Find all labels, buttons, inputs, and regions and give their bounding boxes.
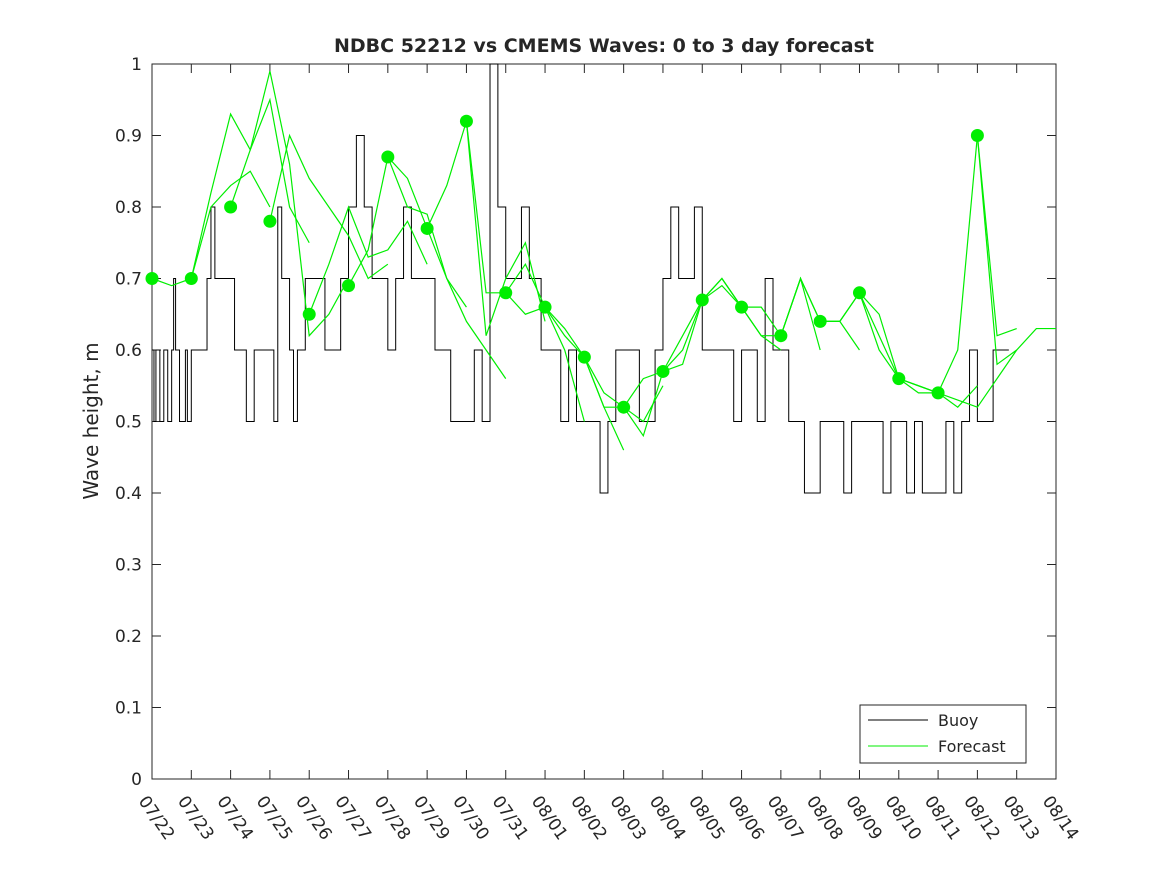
- forecast-series-line: [583, 299, 703, 409]
- forecast-series-line: [387, 156, 507, 379]
- forecast-marker: [459, 114, 473, 128]
- forecast-series-line: [426, 121, 546, 336]
- y-tick-label: 0.9: [115, 127, 142, 147]
- legend: Buoy Forecast: [859, 704, 1027, 764]
- y-tick-label: 0.7: [115, 270, 142, 290]
- y-tick-label: 0.5: [115, 413, 142, 433]
- y-tick-label: 0.8: [115, 198, 142, 218]
- forecast-marker: [617, 400, 631, 414]
- forecast-series-line: [859, 292, 978, 409]
- y-tick-label: 1: [131, 55, 142, 75]
- legend-label-forecast: Forecast: [938, 737, 1006, 756]
- forecast-marker: [145, 272, 159, 285]
- forecast-marker: [735, 300, 749, 314]
- forecast-series-line: [465, 121, 585, 422]
- forecast-marker: [852, 286, 866, 300]
- forecast-series-line: [976, 135, 1056, 366]
- forecast-marker: [499, 286, 513, 300]
- forecast-marker: [263, 214, 277, 228]
- y-tick-label: 0.3: [115, 556, 142, 576]
- forecast-series-line: [898, 135, 1017, 394]
- y-tick-label: 0: [131, 770, 142, 790]
- forecast-marker: [577, 350, 591, 364]
- chart-title: NDBC 52212 vs CMEMS Waves: 0 to 3 day fo…: [334, 35, 874, 57]
- plot-lines: [145, 63, 1056, 494]
- y-axis-label: Wave height, m: [79, 342, 103, 499]
- legend-box: [859, 704, 1027, 764]
- forecast-marker: [813, 314, 827, 328]
- y-tick-label: 0.2: [115, 627, 142, 647]
- forecast-marker: [381, 150, 395, 164]
- forecast-marker: [656, 364, 670, 378]
- forecast-marker: [892, 372, 906, 386]
- forecast-marker: [224, 200, 238, 214]
- forecast-marker: [420, 221, 434, 235]
- y-tick-label: 0.1: [115, 699, 142, 719]
- forecast-marker: [970, 129, 984, 142]
- forecast-series-line: [308, 205, 428, 315]
- forecast-marker: [931, 386, 945, 400]
- y-tick-label: 0.4: [115, 484, 142, 504]
- forecast-marker: [342, 279, 356, 293]
- forecast-marker: [774, 329, 788, 343]
- forecast-series-line: [269, 133, 389, 280]
- forecast-marker: [302, 307, 316, 321]
- forecast-marker: [695, 293, 709, 307]
- buoy-series-line: [152, 63, 1009, 494]
- forecast-series-line: [151, 170, 271, 287]
- forecast-marker: [538, 300, 552, 314]
- forecast-marker: [184, 272, 198, 285]
- legend-label-buoy: Buoy: [938, 711, 978, 730]
- forecast-series-line: [937, 349, 1018, 408]
- forecast-series-line: [230, 71, 350, 338]
- y-tick-label: 0.6: [115, 341, 142, 361]
- forecast-series-line: [544, 306, 664, 423]
